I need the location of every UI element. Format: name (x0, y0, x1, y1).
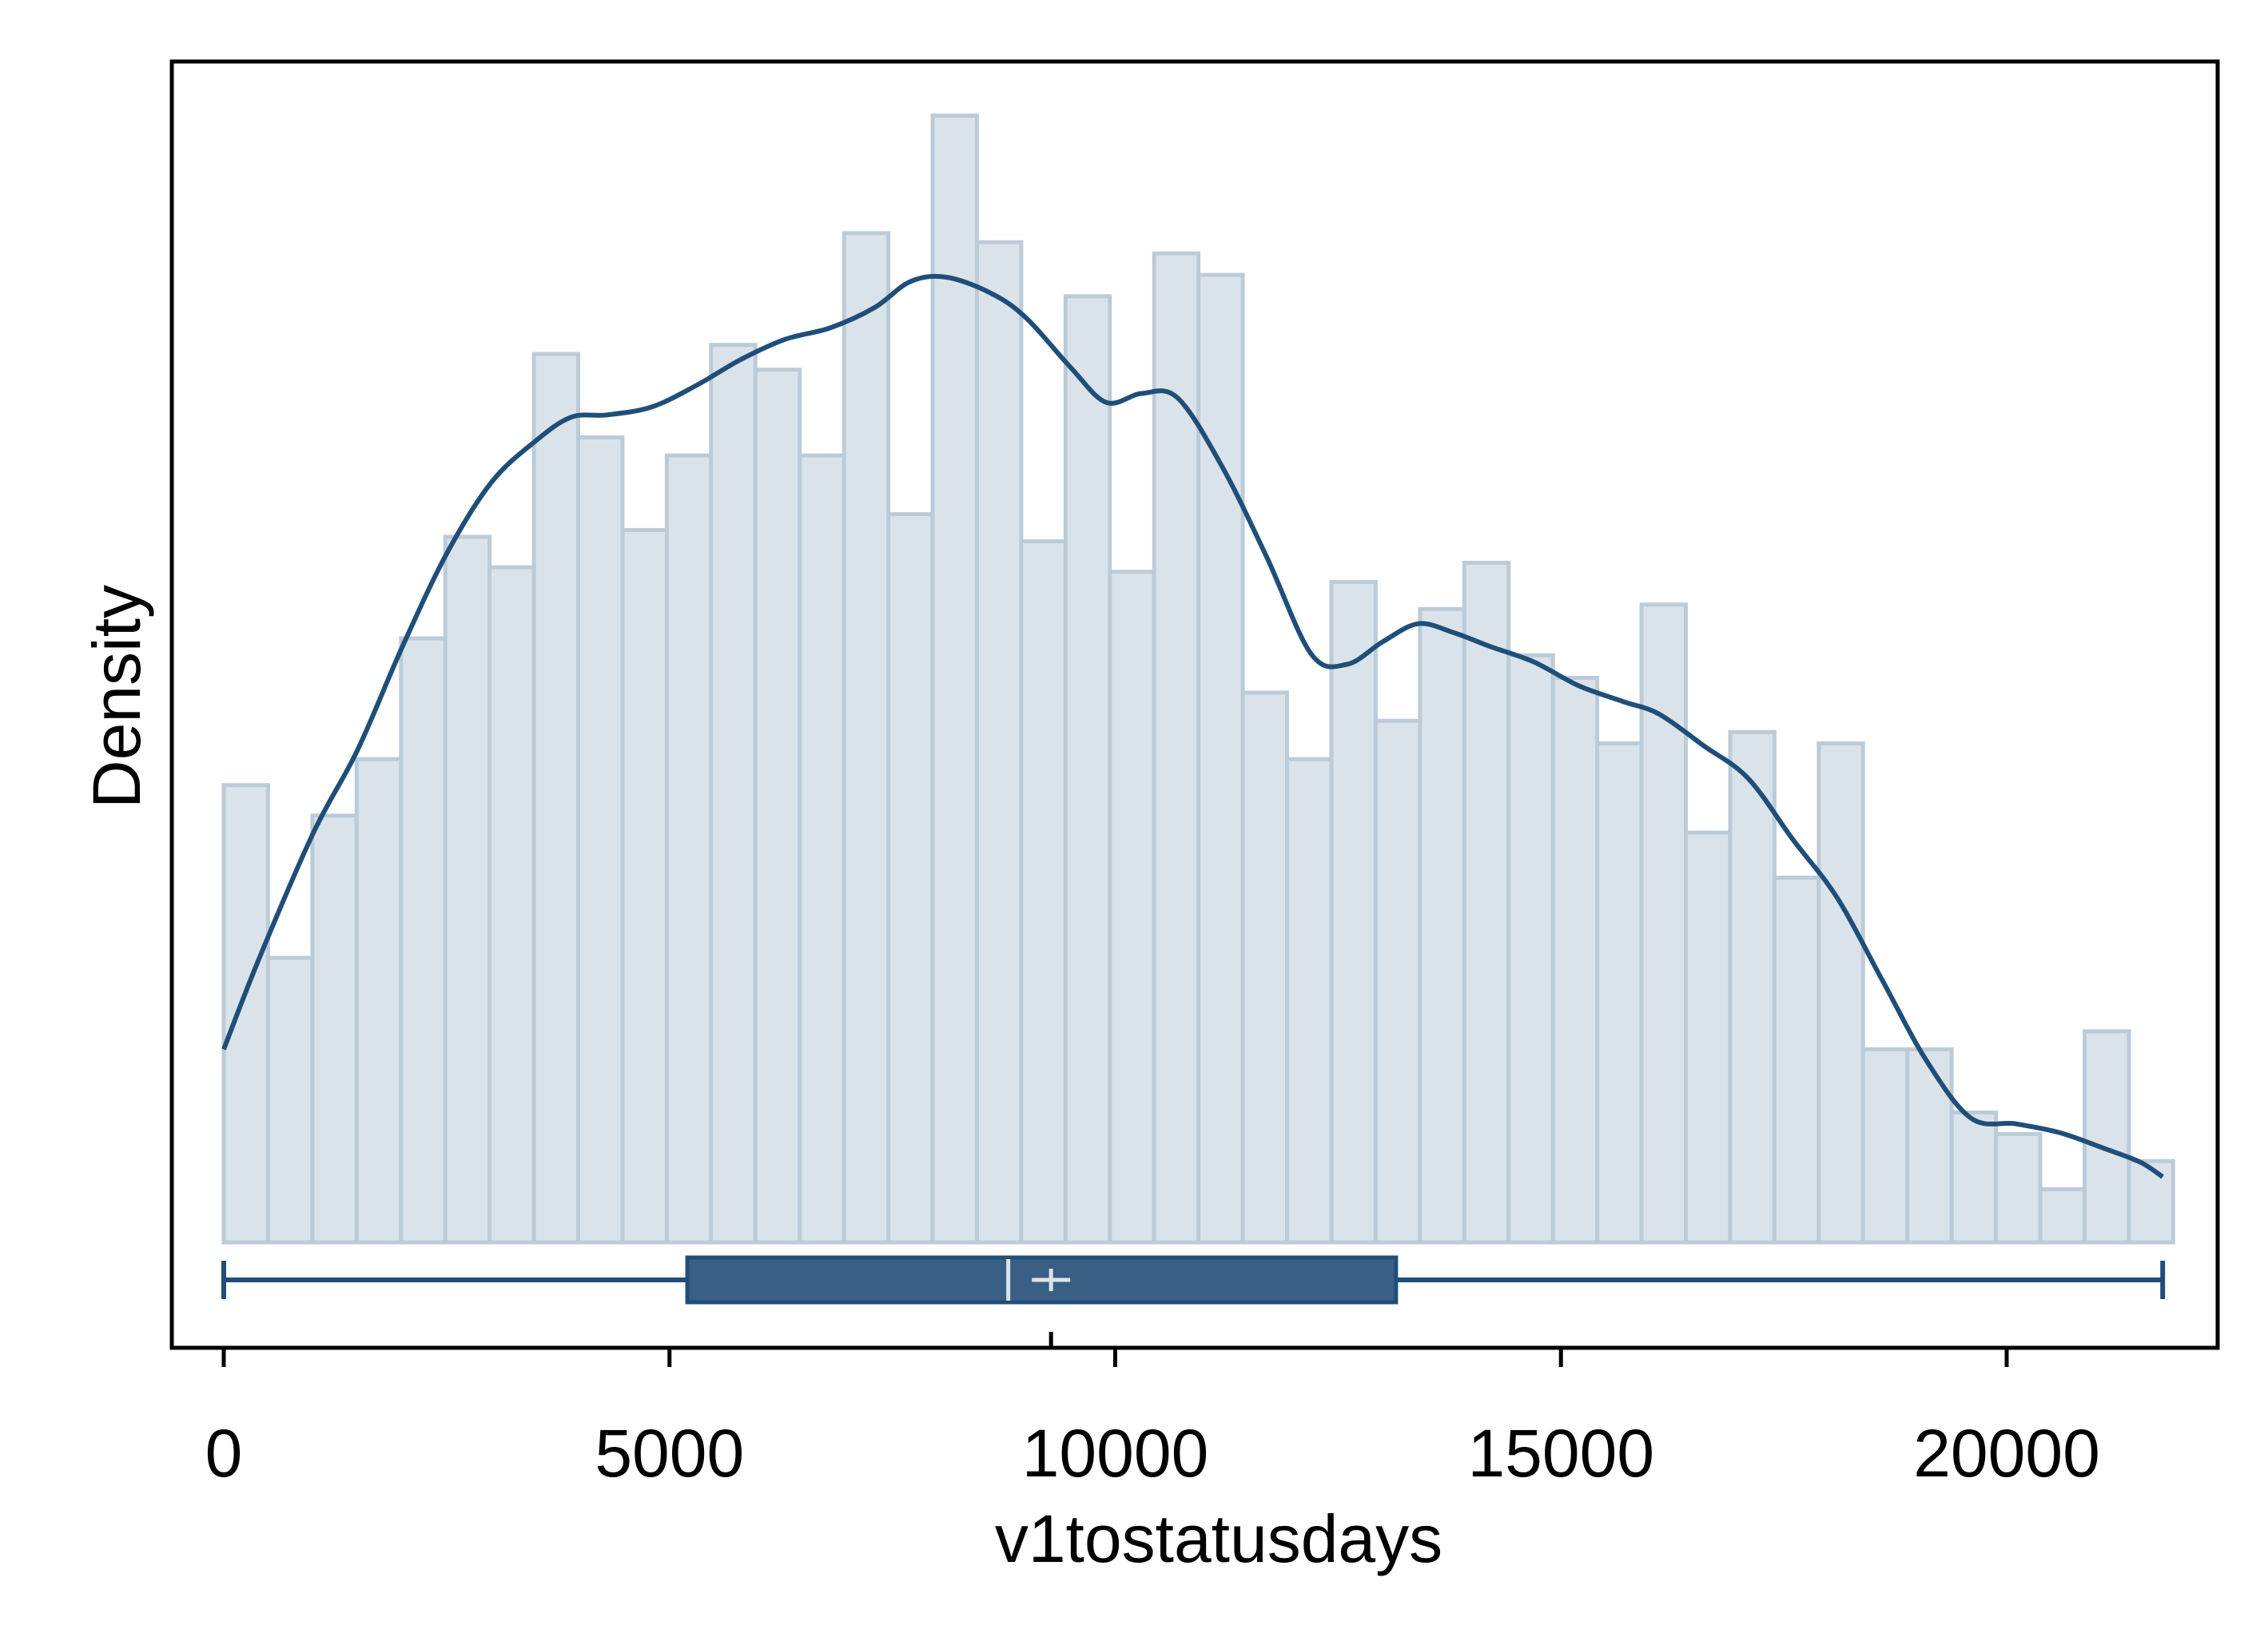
histogram-bar (487, 565, 536, 1245)
histogram-bar (1063, 294, 1112, 1245)
histogram-bar (842, 231, 891, 1245)
histogram-bar (886, 512, 935, 1245)
histogram-bar (1240, 690, 1289, 1245)
histogram-bar (221, 783, 270, 1245)
histogram-bar (620, 527, 669, 1245)
histogram-bar (1506, 653, 1555, 1245)
histogram-bar (1152, 251, 1201, 1245)
histogram-bar (1373, 718, 1422, 1245)
histogram-bar (1949, 1111, 1999, 1245)
histogram-bar (2083, 1029, 2131, 1245)
histogram-bar (1772, 876, 1821, 1245)
histogram-bar (443, 534, 492, 1245)
histogram-bar (975, 240, 1024, 1245)
histogram-bar (310, 813, 359, 1245)
boxplot-box (685, 1255, 1399, 1305)
histogram-bars (221, 113, 2175, 1245)
histogram-bar (265, 956, 315, 1245)
boxplot-layer (221, 1255, 2166, 1348)
density-curve-layer (221, 273, 2164, 1179)
histogram-bar (1462, 560, 1511, 1245)
histogram-bar (930, 113, 979, 1245)
histogram-bar (1019, 539, 1068, 1245)
x-tick-label: 5000 (595, 1416, 744, 1491)
histogram-bar (576, 435, 625, 1245)
histogram-bar (399, 636, 448, 1245)
histogram-bar (798, 453, 846, 1245)
histogram-bar (1108, 570, 1156, 1245)
histogram-bar (1994, 1131, 2043, 1245)
x-tick-label: 20000 (1913, 1416, 2100, 1491)
x-tick-label: 10000 (1022, 1416, 1209, 1491)
y-axis-title: Density (79, 585, 154, 809)
histogram-bar (709, 343, 758, 1245)
histogram-bar (753, 368, 802, 1245)
plot-frame (169, 59, 2220, 1350)
x-axis: 0 5000 10000 15000 20000 (205, 1348, 2100, 1491)
histogram-bar (664, 453, 714, 1245)
histogram-bar (1196, 272, 1245, 1245)
x-tick-label: 0 (205, 1416, 243, 1491)
histogram-bar (1684, 830, 1733, 1245)
x-tick-label: 15000 (1467, 1416, 1654, 1491)
histogram-bar (1728, 729, 1777, 1245)
density-curve (221, 273, 2164, 1179)
histogram-bar (1816, 741, 1865, 1245)
histogram-bar (354, 757, 404, 1245)
histogram-bar (1418, 606, 1466, 1245)
histogram-bar (1905, 1047, 1954, 1245)
histogram-bar (1639, 602, 1689, 1245)
histogram-bar (1550, 676, 1600, 1245)
histogram-bar (1329, 579, 1378, 1245)
histogram-bar (1285, 757, 1334, 1245)
histogram-bar (1595, 741, 1644, 1245)
histogram-bar (1860, 1047, 1910, 1245)
x-axis-title: v1tostatusdays (995, 1501, 1442, 1576)
histogram-bar (2127, 1158, 2175, 1245)
histogram-bar (531, 352, 580, 1245)
histogram-bar (2038, 1187, 2087, 1245)
